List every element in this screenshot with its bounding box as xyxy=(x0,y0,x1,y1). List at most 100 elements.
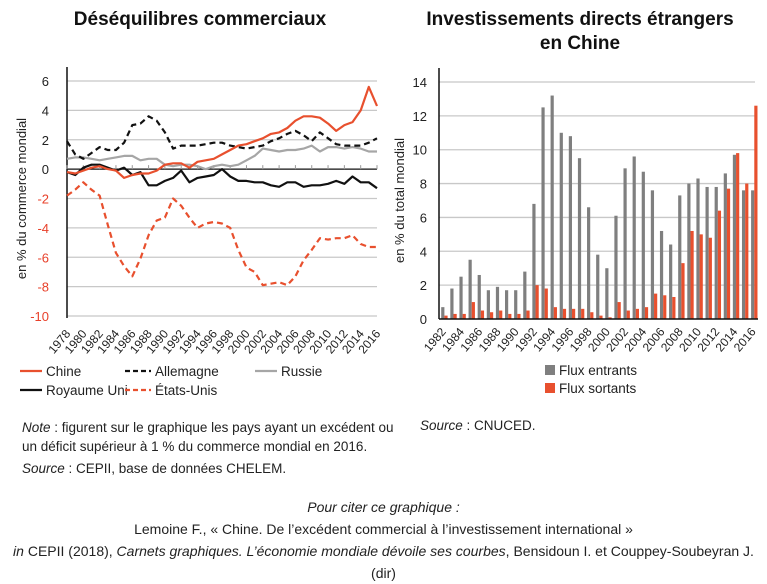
y-tick-label: 0 xyxy=(420,312,427,327)
citation-line-2: Lemoine F., « Chine. De l’excédent comme… xyxy=(134,521,633,537)
bar-flux-entrants xyxy=(650,190,655,319)
legend-label: États-Unis xyxy=(155,383,218,398)
y-tick-label: 4 xyxy=(420,244,427,259)
y-tick-label: 8 xyxy=(420,177,427,192)
series-line-chine xyxy=(66,85,379,179)
series-line-états-unis xyxy=(66,181,377,287)
legend-label: Royaume Uni xyxy=(46,383,128,398)
bar-flux-entrants xyxy=(741,190,746,319)
bar-flux-entrants xyxy=(678,195,682,319)
bar-flux-sortants xyxy=(453,313,457,319)
bar-flux-entrants xyxy=(732,154,737,319)
note-block: Note : figurent sur le graphique les pay… xyxy=(22,418,402,478)
legend-label: Allemagne xyxy=(155,364,219,379)
y-tick-label: 0 xyxy=(42,162,49,177)
citation-heading: Pour citer ce graphique : xyxy=(307,499,460,515)
source-label-left: Source xyxy=(22,461,65,476)
right-chart-title: Investissements directs étrangers en Chi… xyxy=(400,8,760,56)
bar-flux-sortants xyxy=(644,307,649,319)
bar-flux-sortants xyxy=(599,315,603,319)
bar-flux-sortants xyxy=(471,302,475,319)
legend-label: Flux entrants xyxy=(559,363,637,378)
bar-flux-sortants xyxy=(526,310,530,319)
bar-flux-sortants xyxy=(717,210,722,319)
bar-flux-sortants xyxy=(699,234,703,319)
bar-flux-entrants xyxy=(632,156,636,319)
bar-flux-entrants xyxy=(577,158,582,319)
y-tick-label: -10 xyxy=(30,309,49,324)
y-tick-label: 2 xyxy=(420,278,427,293)
bar-flux-sortants xyxy=(462,313,466,319)
bar-flux-sortants xyxy=(617,302,621,319)
bar-flux-sortants xyxy=(562,308,567,319)
bar-flux-sortants xyxy=(544,288,548,319)
bar-flux-entrants xyxy=(605,268,609,319)
bar-flux-sortants xyxy=(590,312,594,319)
citation-in: in xyxy=(13,543,24,559)
y-tick-label: 10 xyxy=(413,143,427,158)
citation-line-3: in CEPII (2018), Carnets graphiques. L’é… xyxy=(0,540,767,584)
x-tick-label: 2016 xyxy=(731,325,759,355)
bar-flux-entrants xyxy=(523,271,527,319)
legend-label: Chine xyxy=(46,364,81,379)
bar-flux-entrants xyxy=(450,288,454,319)
bar-flux-entrants xyxy=(468,259,472,319)
series-line-russie xyxy=(66,144,377,171)
bar-flux-entrants xyxy=(550,95,554,320)
y-tick-label: 6 xyxy=(42,74,49,89)
bar-flux-entrants xyxy=(495,286,500,319)
bar-flux-entrants xyxy=(486,290,490,319)
bar-flux-sortants xyxy=(489,312,494,319)
citation-publisher: CEPII (2018), xyxy=(23,543,117,559)
bar-flux-entrants xyxy=(696,178,700,319)
fdi-bar-chart: 1412108642019821984198619881990199219941… xyxy=(392,68,759,396)
bar-flux-sortants xyxy=(726,188,731,319)
legend-swatch xyxy=(545,365,555,375)
note-line-2: un déficit supérieur à 1 % du commerce m… xyxy=(22,439,368,454)
citation-book-title: Carnets graphiques. L’économie mondiale … xyxy=(116,543,506,559)
bar-flux-sortants xyxy=(572,308,576,319)
bar-flux-sortants xyxy=(681,263,685,319)
bar-flux-sortants xyxy=(736,153,740,319)
y-tick-label: 2 xyxy=(42,133,49,148)
bar-flux-entrants xyxy=(532,203,536,319)
bar-flux-entrants xyxy=(587,207,591,319)
bar-flux-entrants xyxy=(687,183,691,319)
note-line-1: Note : figurent sur le graphique les pay… xyxy=(22,418,402,437)
citation-block: Pour citer ce graphique : Lemoine F., « … xyxy=(0,496,767,584)
bar-flux-sortants xyxy=(608,317,612,319)
bar-flux-sortants xyxy=(672,296,676,319)
y-tick-label: -4 xyxy=(37,221,49,236)
left-chart-title: Déséquilibres commerciaux xyxy=(73,9,327,30)
y-tick-label: -6 xyxy=(37,250,49,265)
bar-flux-sortants xyxy=(754,105,758,319)
bar-flux-entrants xyxy=(751,190,755,319)
legend-swatch xyxy=(545,383,555,393)
bar-flux-entrants xyxy=(441,307,445,319)
bar-flux-sortants xyxy=(499,310,503,319)
bar-flux-entrants xyxy=(614,215,618,319)
bar-flux-entrants xyxy=(514,290,518,319)
series-line-allemagne xyxy=(66,115,378,160)
bar-flux-entrants xyxy=(714,186,718,319)
bar-flux-entrants xyxy=(659,230,664,319)
bar-flux-entrants xyxy=(705,186,709,319)
bar-flux-entrants xyxy=(623,168,627,319)
y-tick-label: 14 xyxy=(413,75,427,90)
bar-flux-sortants xyxy=(480,310,485,319)
y-tick-label: -8 xyxy=(37,280,49,295)
y-tick-label: 6 xyxy=(420,210,427,225)
bar-flux-sortants xyxy=(690,230,694,319)
bar-flux-sortants xyxy=(581,308,585,319)
y-axis-label: en % du total mondial xyxy=(392,138,407,263)
source-right: Source : CNUCED. xyxy=(420,418,536,433)
series-line-royaume-uni xyxy=(66,163,378,190)
bar-flux-sortants xyxy=(508,313,512,319)
bar-flux-sortants xyxy=(553,307,557,319)
bar-flux-sortants xyxy=(635,308,639,319)
bar-flux-entrants xyxy=(505,290,509,319)
bar-flux-entrants xyxy=(559,132,563,319)
y-tick-label: 4 xyxy=(42,103,49,118)
bar-flux-entrants xyxy=(459,276,463,319)
right-title-line-2: en Chine xyxy=(539,33,621,54)
